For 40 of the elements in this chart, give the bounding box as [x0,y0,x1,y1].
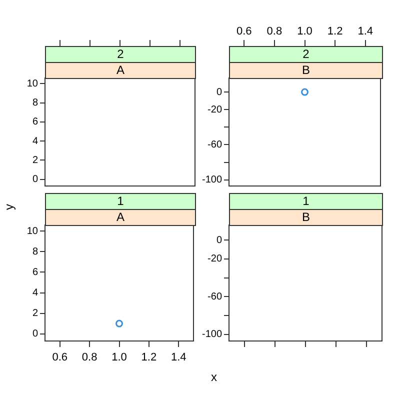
chart-title: 2 [45,46,196,63]
chart-title: 1 [45,193,196,210]
chart-subtitle: B [229,62,383,79]
x-tick-label: 1.2 [141,352,157,364]
y-tick-label: -20 [208,254,222,265]
y-tick-label: -100 [202,329,222,340]
x-tick-label: 0.6 [236,25,252,38]
x-tick-label: 0.8 [82,352,98,364]
chart-subtitle: B [229,209,383,226]
y-tick-label: -20 [208,104,222,116]
y-tick-label: -60 [208,139,222,150]
y-tick-label: 4 [32,288,38,298]
chart-subtitle: A [45,209,196,226]
x-tick-label: 1.4 [171,352,186,364]
y-tick-label: 0 [216,234,222,246]
y-tick-label: -100 [202,174,222,186]
y-tick-label: 8 [32,246,38,258]
y-tick-label: 4 [32,136,38,147]
x-tick-label: 0.8 [266,25,282,38]
x-tick-label: 1.0 [112,352,127,364]
y-tick-label: 6 [32,116,38,128]
chart-title: 2 [229,46,383,63]
x-tick-label: 1.4 [358,25,373,38]
y-tick-label: 0 [32,328,38,340]
y-tick-label: 6 [32,266,38,278]
y-tick-label: 2 [32,308,38,320]
y-tick-label: 2 [32,154,38,166]
x-tick-label: 1.2 [327,25,343,38]
y-tick-label: 10 [26,78,38,90]
chart-title: 1 [229,193,383,210]
y-tick-label: 0 [32,174,38,186]
y-tick-label: 8 [32,98,38,109]
y-tick-label: 10 [26,226,38,237]
y-tick-label: -60 [208,291,222,302]
x-axis-title: x [211,370,217,384]
x-tick-label: 1.0 [297,25,312,38]
x-tick-label: 0.6 [52,352,68,364]
y-tick-label: 0 [216,86,222,98]
chart-subtitle: A [45,62,196,79]
y-axis-title: y [2,204,16,210]
